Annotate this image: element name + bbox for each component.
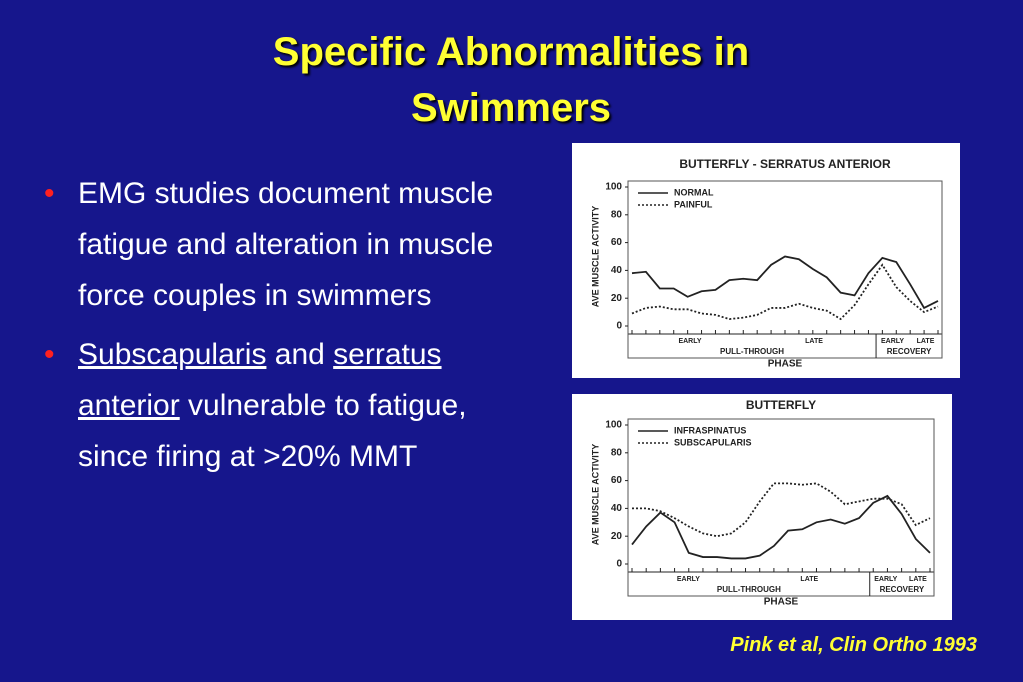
- y-tick-label: 0: [616, 559, 622, 570]
- y-tick-label: 100: [605, 182, 622, 193]
- y-tick-label: 20: [611, 293, 623, 304]
- bullet: Subscapularis and serratus anterior vuln…: [40, 329, 510, 482]
- series-line: [631, 263, 939, 321]
- phase-part-label: EARLY: [678, 338, 701, 345]
- y-tick-label: 60: [611, 237, 623, 248]
- bullet-text: EMG studies document muscle fatigue and …: [78, 177, 494, 312]
- phase-part-label: EARLY: [874, 576, 897, 583]
- x-axis-label: PHASE: [768, 359, 803, 370]
- bullet-text: serratus anterior: [78, 338, 442, 422]
- series-line: [631, 494, 931, 560]
- phase-part-label: LATE: [909, 576, 927, 583]
- phase-part-label: EARLY: [881, 338, 904, 345]
- chart-title: BUTTERFLY - SERRATUS ANTERIOR: [679, 157, 891, 171]
- y-tick-label: 40: [611, 503, 623, 514]
- plot-frame: [627, 180, 943, 359]
- slide-title: Specific Abnormalities in Swimmers: [272, 30, 750, 130]
- phase-label: PULL-THROUGH: [720, 347, 784, 356]
- y-tick-label: 60: [611, 475, 623, 486]
- bullet-text: vulnerable to fatigue, since firing at >…: [78, 389, 467, 473]
- chart: BUTTERFLY 0 20 40 60 80 100 AVE MUSCLE ACTIVITY…: [572, 394, 952, 620]
- y-axis-label: AVE MUSCLE ACTIVITY: [590, 444, 600, 546]
- phase-label: RECOVERY: [880, 585, 925, 594]
- bullet-text: and: [266, 338, 334, 371]
- phase-part-label: EARLY: [677, 576, 700, 583]
- bullet-list: EMG studies document muscle fatigue and …: [40, 168, 510, 490]
- series-line: [632, 482, 931, 538]
- bullet-text: Subscapularis: [78, 338, 267, 371]
- y-tick-label: 0: [616, 321, 622, 332]
- legend-label: SUBSCAPULARIS: [674, 437, 752, 447]
- chart: BUTTERFLY - SERRATUS ANTERIOR 0 20 40 60 80 10…: [572, 143, 960, 378]
- legend-label: NORMAL: [674, 187, 714, 197]
- legend-label: PAINFUL: [674, 199, 713, 209]
- phase-part-label: LATE: [800, 576, 818, 583]
- bullet: EMG studies document muscle fatigue and …: [40, 168, 510, 321]
- y-tick-label: 100: [605, 420, 622, 431]
- phase-part-label: LATE: [917, 338, 935, 345]
- phase-label: RECOVERY: [887, 347, 932, 356]
- series-line: [631, 255, 939, 310]
- x-axis-label: PHASE: [764, 597, 799, 608]
- phase-part-label: LATE: [805, 338, 823, 345]
- chart-title: BUTTERFLY: [746, 398, 816, 412]
- y-tick-label: 80: [611, 447, 623, 458]
- y-tick-label: 80: [611, 209, 623, 220]
- citation: Pink et al, Clin Ortho 1993: [730, 634, 977, 656]
- y-tick-label: 20: [611, 531, 623, 542]
- legend-label: INFRASPINATUS: [674, 425, 746, 435]
- phase-label: PULL-THROUGH: [717, 585, 781, 594]
- y-tick-label: 40: [611, 265, 623, 276]
- y-axis-label: AVE MUSCLE ACTIVITY: [590, 206, 600, 308]
- plot-frame: [627, 418, 935, 597]
